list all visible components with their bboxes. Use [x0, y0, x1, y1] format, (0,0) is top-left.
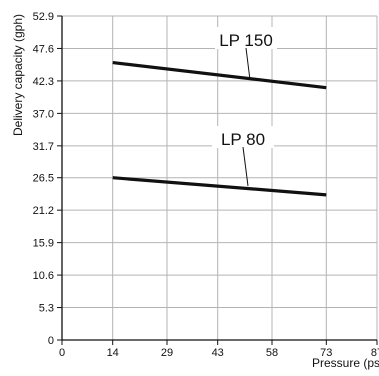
series-label-leader [245, 47, 251, 81]
y-tick-label: 42.3 [33, 76, 54, 88]
series-label-bg [215, 27, 277, 49]
x-tick-label: 43 [212, 347, 224, 359]
y-tick-label: 47.6 [33, 43, 54, 55]
y-axis-title: Delivery capacity (gph) [11, 14, 25, 136]
y-tick-label: 0 [48, 335, 54, 347]
y-tick-label: 5.3 [39, 303, 54, 315]
x-axis-title: Pressure (psig) [312, 356, 379, 370]
y-tick-label: 26.5 [33, 173, 54, 185]
series-line [112, 60, 327, 90]
series [112, 60, 327, 197]
y-tick-label: 10.6 [33, 270, 54, 282]
series-label-bg [212, 126, 274, 148]
series-line [112, 176, 327, 197]
series-label: LP 150 [219, 31, 273, 50]
x-tick-label: 29 [161, 347, 173, 359]
x-tick-label: 73 [320, 347, 332, 359]
x-tick-label: 58 [266, 347, 278, 359]
y-tick-label: 15.9 [33, 238, 54, 250]
x-tick-label: 0 [59, 347, 65, 359]
y-tick-label: 37.0 [33, 108, 54, 120]
series-label: LP 80 [221, 130, 265, 149]
series-labels: LP 150 LP 80 [212, 27, 277, 187]
y-tick-label: 31.7 [33, 141, 54, 153]
x-tick-label: 14 [107, 347, 119, 359]
series-label-leader [242, 146, 249, 187]
grid [62, 15, 378, 340]
x-tick-label: 87 [371, 347, 379, 359]
y-tick-label: 52.9 [33, 11, 54, 23]
y-tick-label: 21.2 [33, 205, 54, 217]
tick-labels: 0 14 29 43 58 73 87 0 5.3 10.6 15.9 21.2 26.5 31.7 37.… [33, 11, 379, 359]
axes [57, 15, 378, 345]
